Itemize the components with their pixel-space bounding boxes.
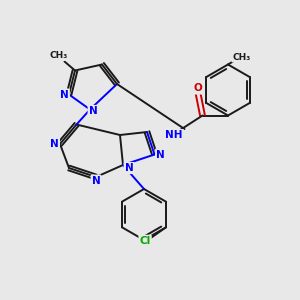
Text: N: N	[50, 139, 59, 149]
Text: NH: NH	[165, 130, 183, 140]
Text: Cl: Cl	[140, 236, 151, 246]
Text: N: N	[60, 89, 69, 100]
Text: N: N	[156, 149, 165, 160]
Text: CH₃: CH₃	[50, 51, 68, 60]
Text: N: N	[124, 163, 134, 173]
Text: CH₃: CH₃	[232, 52, 250, 62]
Text: N: N	[92, 176, 100, 186]
Text: O: O	[194, 83, 202, 94]
Text: N: N	[88, 106, 98, 116]
